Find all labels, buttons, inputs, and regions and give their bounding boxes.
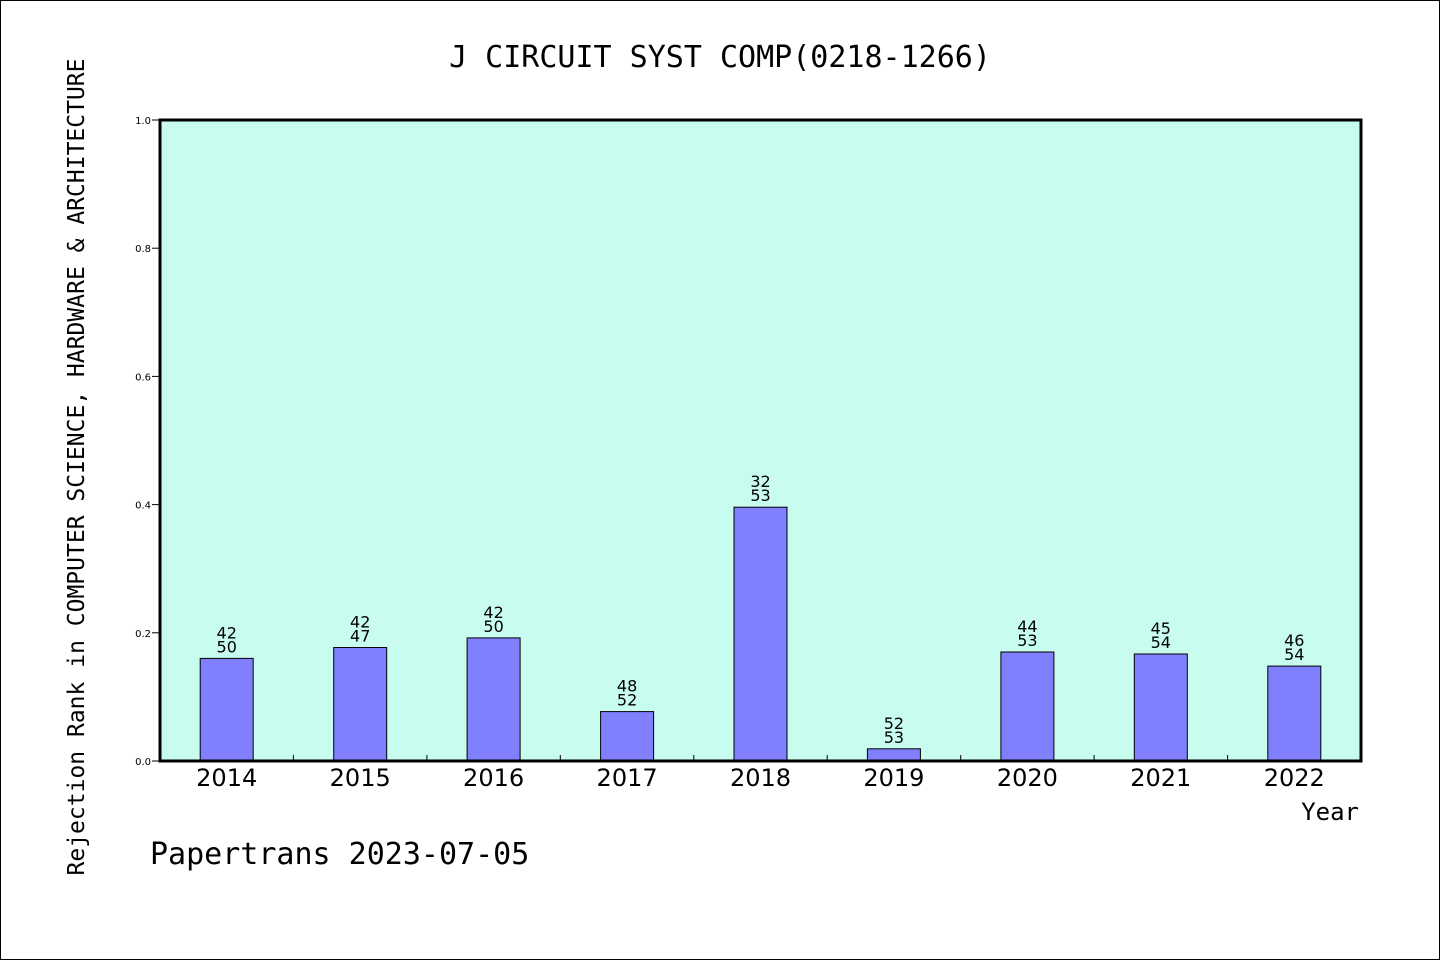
bar-label-top-2017: 48 xyxy=(617,677,637,696)
bar-2020 xyxy=(1000,651,1055,762)
bar-2017 xyxy=(600,711,655,762)
bar-2022 xyxy=(1267,665,1322,762)
bar-label-top-2016: 42 xyxy=(483,603,503,622)
bar-label-top-2020: 44 xyxy=(1017,617,1037,636)
bar-label-bottom-2021: 54 xyxy=(1151,633,1171,652)
plot-border xyxy=(158,118,1363,763)
bar-label-top-2018: 32 xyxy=(750,472,770,491)
y-tick-label-0.0: 0.0 xyxy=(135,757,151,768)
y-tick-label-1.0: 1.0 xyxy=(135,116,151,127)
bar-label-bottom-2020: 53 xyxy=(1017,631,1037,650)
bar-label-top-2015: 42 xyxy=(350,613,370,632)
bar-2021 xyxy=(1133,653,1188,762)
bar-label-top-2014: 42 xyxy=(217,623,237,642)
x-tick-label-2022: 2022 xyxy=(1264,764,1325,792)
y-tick-label-0.6: 0.6 xyxy=(135,372,151,383)
bar-2014 xyxy=(199,657,254,762)
y-tick-label-0.4: 0.4 xyxy=(135,501,151,512)
bar-label-top-2022: 46 xyxy=(1284,631,1304,650)
bars-layer xyxy=(199,506,1322,762)
bar-label-bottom-2017: 52 xyxy=(617,691,637,710)
x-tick-label-2017: 2017 xyxy=(597,764,658,792)
x-tick-label-2015: 2015 xyxy=(330,764,391,792)
y-axis-label: Rejection Rank in COMPUTER SCIENCE, HARD… xyxy=(64,59,90,876)
footer-credit: Papertrans 2023-07-05 xyxy=(150,837,529,872)
x-axis-label: Year xyxy=(1301,798,1359,826)
bar-label-top-2021: 45 xyxy=(1151,619,1171,638)
bar-label-bottom-2014: 50 xyxy=(217,637,237,656)
y-axis: 0.0 0.2 0.4 0.6 0.8 1.0 xyxy=(135,116,160,768)
x-tick-label-2020: 2020 xyxy=(997,764,1058,792)
chart-title: J CIRCUIT SYST COMP(0218-1266) xyxy=(449,40,991,75)
x-axis: 2014 2015 2016 2017 2018 2019 2020 2021 2022 xyxy=(196,755,1325,792)
bar-label-top-2019: 52 xyxy=(884,714,904,733)
bar-2018 xyxy=(733,506,788,762)
y-tick-label-0.8: 0.8 xyxy=(135,244,151,255)
y-tick-label-0.2: 0.2 xyxy=(135,629,151,640)
x-tick-label-2014: 2014 xyxy=(196,764,257,792)
bar-2016 xyxy=(466,637,521,762)
x-tick-label-2021: 2021 xyxy=(1130,764,1191,792)
x-tick-label-2019: 2019 xyxy=(863,764,924,792)
bar-2019 xyxy=(866,748,921,762)
bar-label-bottom-2022: 54 xyxy=(1284,645,1304,664)
bar-label-bottom-2018: 53 xyxy=(750,486,770,505)
bar-2015 xyxy=(333,647,388,762)
x-tick-label-2016: 2016 xyxy=(463,764,524,792)
bar-label-bottom-2015: 47 xyxy=(350,627,370,646)
bar-label-bottom-2016: 50 xyxy=(483,617,503,636)
bar-label-bottom-2019: 53 xyxy=(884,728,904,747)
x-tick-label-2018: 2018 xyxy=(730,764,791,792)
